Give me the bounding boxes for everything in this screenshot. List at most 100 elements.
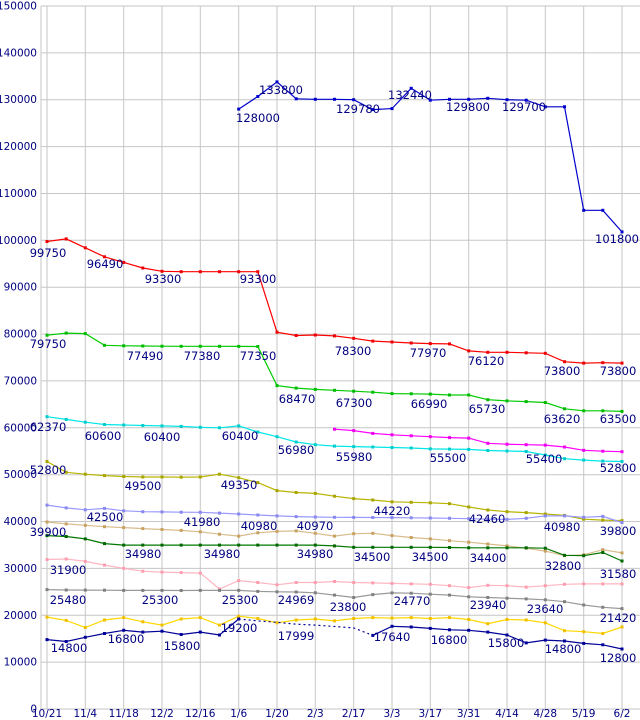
data-point-marker	[64, 331, 68, 335]
data-point-marker	[352, 515, 356, 519]
data-point-marker	[448, 616, 451, 620]
data-point-marker	[122, 423, 126, 427]
data-point-marker	[352, 445, 356, 449]
data-point-marker	[390, 545, 394, 549]
data-point-marker	[275, 489, 279, 493]
point-value-label: 25300	[222, 593, 259, 607]
data-point-marker	[601, 208, 605, 212]
point-value-label: 42460	[469, 512, 506, 526]
data-point-marker	[64, 237, 68, 241]
y-axis-label: 0	[30, 704, 37, 716]
data-point-marker	[218, 511, 221, 515]
data-point-marker	[103, 618, 106, 622]
data-point-marker	[198, 543, 202, 547]
point-value-label: 101800	[595, 232, 639, 246]
data-point-marker	[467, 586, 471, 590]
data-point-marker	[467, 447, 471, 451]
y-axis-label: 60000	[4, 422, 37, 434]
data-point-marker	[294, 529, 298, 533]
point-value-label: 60400	[222, 429, 259, 443]
data-point-marker	[524, 351, 528, 355]
data-point-marker	[467, 628, 471, 632]
data-point-marker	[198, 510, 202, 514]
data-point-marker	[218, 344, 221, 348]
data-point-marker	[256, 270, 260, 274]
data-point-marker	[524, 450, 528, 453]
data-point-marker	[294, 590, 298, 594]
data-point-marker	[141, 630, 145, 634]
data-point-marker	[543, 598, 547, 602]
data-point-marker	[582, 448, 586, 452]
data-point-marker	[601, 459, 605, 463]
data-point-marker	[467, 349, 471, 353]
data-point-marker	[467, 540, 471, 544]
data-point-marker	[179, 424, 183, 428]
data-point-marker	[371, 616, 375, 620]
data-point-marker	[428, 342, 432, 346]
data-point-marker	[563, 582, 566, 586]
data-point-marker	[122, 566, 126, 570]
data-point-marker	[543, 443, 547, 447]
data-point-marker	[103, 588, 106, 592]
data-point-marker	[141, 588, 145, 592]
data-point-marker	[601, 551, 605, 554]
data-point-marker	[83, 332, 87, 336]
y-axis-label: 30000	[4, 563, 37, 575]
data-point-marker	[83, 508, 87, 512]
data-point-marker	[313, 333, 317, 337]
data-point-marker	[122, 526, 126, 530]
data-point-marker	[505, 544, 509, 548]
data-point-marker	[524, 585, 528, 589]
point-value-label: 32800	[545, 559, 582, 573]
point-value-label: 96490	[87, 257, 124, 271]
data-point-marker	[198, 588, 202, 592]
data-point-marker	[505, 618, 509, 621]
y-axis-label: 20000	[4, 610, 37, 622]
data-point-marker	[486, 96, 490, 100]
data-point-marker	[601, 643, 605, 647]
data-point-marker	[160, 424, 164, 428]
data-point-marker	[563, 360, 566, 364]
x-axis-label: 11/18	[109, 708, 139, 720]
data-point-marker	[390, 446, 394, 449]
data-point-marker	[179, 270, 183, 274]
data-point-marker	[505, 546, 509, 550]
data-point-marker	[198, 425, 202, 429]
data-point-marker	[179, 589, 183, 592]
point-value-label: 16800	[431, 633, 468, 647]
data-point-marker	[563, 639, 566, 643]
data-point-marker	[179, 633, 183, 636]
series-navy	[45, 617, 624, 651]
data-point-marker	[198, 530, 202, 534]
data-point-marker	[45, 415, 49, 419]
data-point-marker	[448, 502, 451, 506]
data-point-marker	[486, 508, 490, 512]
point-value-label: 129800	[446, 100, 490, 114]
point-value-label: 77350	[240, 349, 277, 363]
data-point-marker	[390, 616, 394, 620]
data-point-marker	[275, 529, 279, 533]
point-value-label: 52800	[30, 463, 67, 477]
point-value-label: 73800	[544, 364, 581, 378]
data-point-marker	[256, 581, 260, 584]
data-point-marker	[313, 515, 317, 519]
point-value-label: 24969	[278, 593, 315, 607]
point-value-label: 63620	[544, 412, 581, 426]
data-point-marker	[141, 543, 145, 547]
x-axis-label: 5/19	[572, 708, 596, 720]
point-value-label: 19200	[221, 621, 258, 635]
point-value-labels: 128000 133800 129780 132440 129800 129700 1018…	[30, 83, 639, 665]
data-point-marker	[313, 491, 317, 495]
data-point-marker	[218, 623, 221, 627]
point-value-label: 77380	[184, 349, 221, 363]
point-value-label: 60400	[144, 430, 181, 444]
data-point-marker	[582, 554, 586, 558]
data-point-marker	[103, 542, 106, 546]
data-point-marker	[141, 527, 145, 531]
point-value-label: 128000	[236, 111, 280, 125]
data-point-marker	[45, 240, 49, 243]
data-point-marker	[409, 434, 413, 438]
data-point-marker	[524, 98, 528, 102]
data-point-marker	[409, 392, 413, 396]
